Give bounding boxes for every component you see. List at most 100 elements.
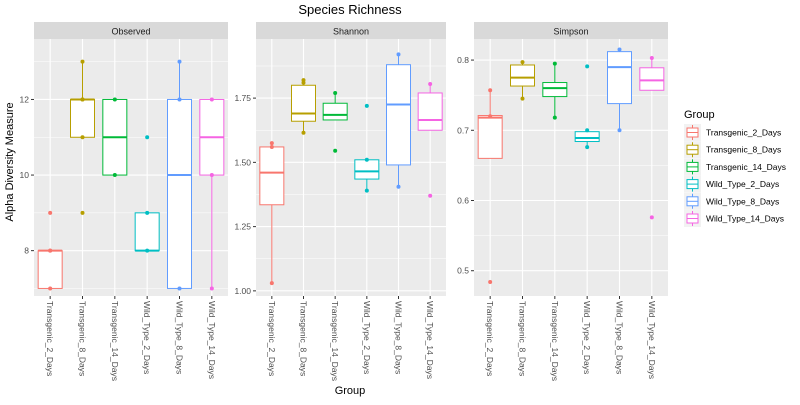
boxplot-transgenic-14-days [102, 97, 128, 178]
boxplot-transgenic-2-days [37, 210, 63, 291]
data-point [649, 55, 654, 60]
y-tick-label: 1.50 [234, 157, 251, 167]
data-point [552, 61, 557, 66]
boxplot-wild-type-8-days [386, 52, 411, 189]
y-tick-label: 0.8 [457, 55, 469, 65]
box [510, 64, 535, 87]
box [477, 115, 503, 159]
data-point [48, 286, 53, 291]
box [291, 84, 316, 122]
facets-layer: Observed 8 10 12 Transgenic_2_Days Transgenic… [20, 22, 668, 381]
box [542, 82, 568, 98]
boxplot-wild-type-2-days [354, 103, 380, 193]
data-point [48, 210, 53, 215]
chart-title: Species Richness [298, 2, 402, 17]
data-point [145, 248, 150, 253]
x-tick-label: Wild_Type_14_Days [647, 301, 657, 379]
boxplot-transgenic-2-days [259, 141, 285, 286]
y-tick-label: 10 [20, 170, 30, 180]
legend-label: Transgenic_14_Days [706, 162, 786, 172]
data-point [520, 60, 525, 65]
data-point [269, 144, 274, 149]
facet-shannon: Shannon 1.00 1.25 1.50 1.75 Transgenic_2_Days… [234, 22, 446, 381]
legend-label: Wild_Type_2_Days [706, 179, 779, 189]
panel-background [474, 39, 668, 296]
data-point [396, 52, 401, 57]
data-point [145, 210, 150, 215]
x-tick-label: Transgenic_8_Days [518, 301, 528, 376]
x-tick-label: Wild_Type_2_Days [362, 301, 372, 374]
box [70, 98, 95, 138]
boxplot-transgenic-2-days [477, 88, 503, 284]
data-point [488, 114, 493, 119]
boxplot-wild-type-8-days [607, 47, 632, 133]
data-point [428, 193, 433, 198]
x-tick-label: Transgenic_2_Days [45, 301, 55, 376]
legend-label: Wild_Type_14_Days [706, 214, 784, 224]
x-tick-label: Transgenic_2_Days [485, 301, 495, 376]
legend-label: Wild_Type_8_Days [706, 196, 779, 206]
box [37, 250, 63, 289]
boxplot-transgenic-14-days [542, 61, 568, 120]
data-point [585, 128, 590, 133]
boxplot-wild-type-14-days [417, 81, 443, 198]
legend-title: Group [684, 109, 715, 121]
facet-strip-label: Simpson [553, 27, 588, 37]
y-tick-label: 1.25 [234, 222, 251, 232]
boxplot-wild-type-2-days [134, 135, 160, 253]
legend-entry-transgenic-14-days: Transgenic_14_Days [684, 158, 786, 176]
panel-background [256, 39, 446, 296]
data-point [80, 210, 85, 215]
box [639, 67, 665, 91]
boxplot-wild-type-14-days [199, 97, 225, 291]
box [354, 159, 380, 180]
data-point [301, 130, 306, 135]
data-point [333, 90, 338, 95]
data-point [80, 59, 85, 64]
legend-entry-wild-type-2-days: Wild_Type_2_Days [684, 175, 779, 193]
data-point [301, 80, 306, 85]
facet-strip-label: Shannon [333, 27, 369, 37]
boxplot-transgenic-8-days [70, 59, 95, 215]
boxplot-wild-type-2-days [574, 64, 600, 150]
x-tick-label: Transgenic_2_Days [267, 301, 277, 376]
data-point [209, 97, 214, 102]
box [417, 92, 443, 131]
x-tick-label: Transgenic_14_Days [330, 301, 340, 381]
data-point [209, 286, 214, 291]
facet-strip-label: Observed [111, 27, 150, 37]
box [322, 102, 348, 121]
facet-strip [474, 22, 668, 39]
data-point [112, 173, 117, 178]
data-point [364, 157, 369, 162]
data-point [112, 97, 117, 102]
y-axis-title: Alpha Diversity Measure [4, 102, 16, 221]
x-tick-label: Wild_Type_8_Days [394, 301, 404, 374]
facet-strip [256, 22, 446, 39]
data-point [177, 97, 182, 102]
data-point [48, 248, 53, 253]
data-point [269, 281, 274, 286]
x-tick-label: Wild_Type_8_Days [175, 301, 185, 374]
box [134, 212, 160, 252]
x-axis-title: Group [335, 385, 366, 397]
x-tick-label: Transgenic_8_Days [78, 301, 88, 376]
data-point [520, 96, 525, 101]
data-point [488, 88, 493, 93]
legend-entry-wild-type-14-days: Wild_Type_14_Days [684, 210, 784, 227]
x-tick-label: Wild_Type_14_Days [425, 301, 435, 379]
data-point [177, 59, 182, 64]
data-point [80, 97, 85, 102]
box [386, 64, 411, 166]
data-point [617, 128, 622, 133]
legend-entry-transgenic-8-days: Transgenic_8_Days [684, 141, 781, 159]
x-tick-label: Wild_Type_8_Days [615, 301, 625, 374]
facet-simpson: Simpson 0.5 0.6 0.7 0.8 Transgenic_2_Days Tran… [457, 22, 668, 381]
data-point [209, 173, 214, 178]
box [607, 51, 632, 105]
x-tick-label: Transgenic_14_Days [110, 301, 120, 381]
data-point [145, 135, 150, 140]
data-point [269, 141, 274, 146]
box [259, 146, 285, 206]
